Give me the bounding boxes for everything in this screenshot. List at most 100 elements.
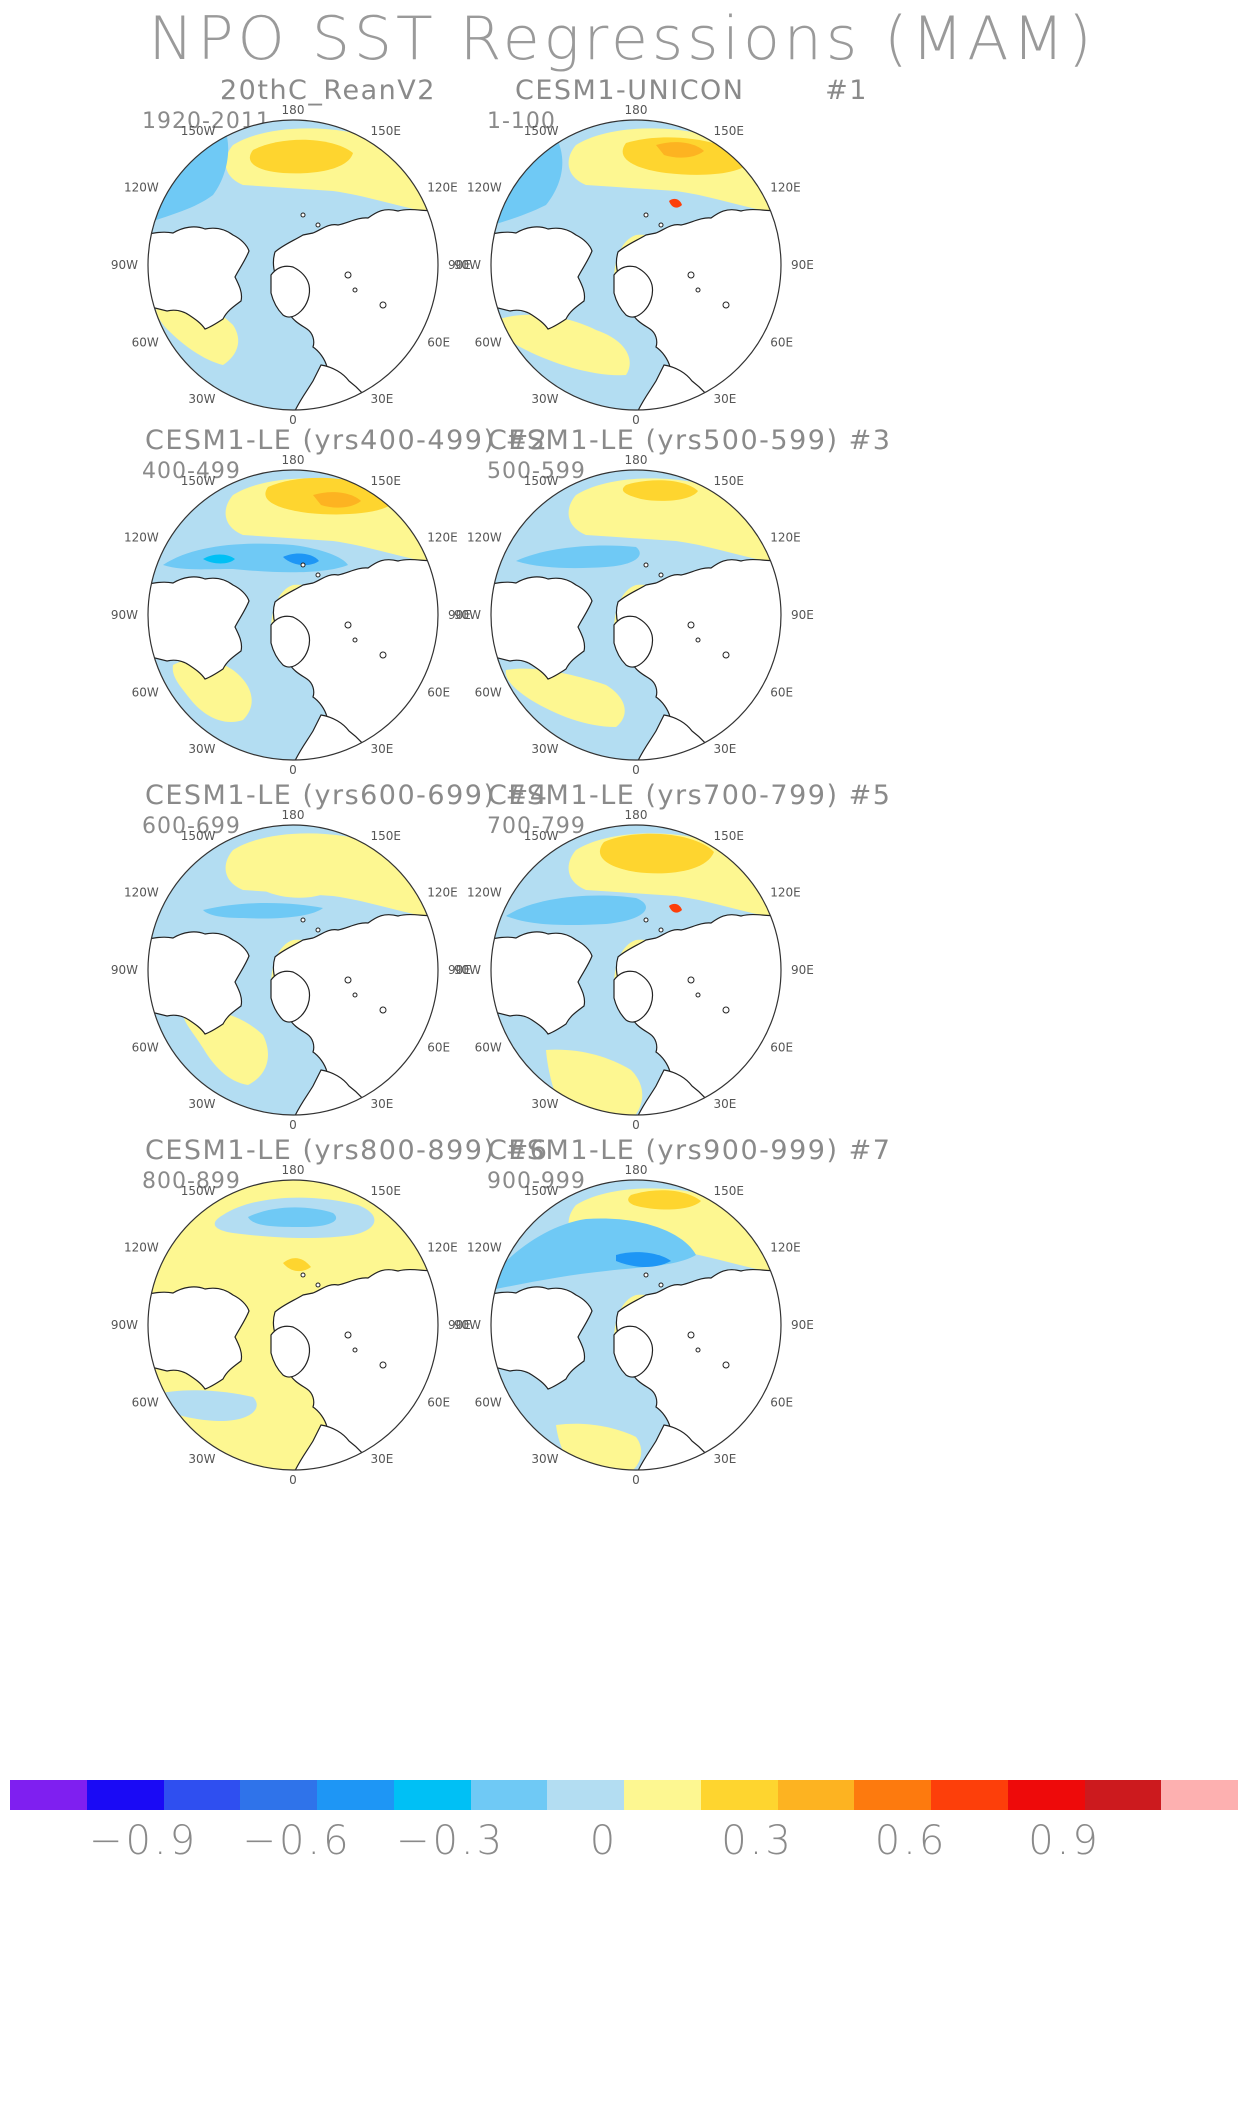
longitude-label: 0: [632, 1473, 640, 1487]
longitude-label: 90E: [791, 608, 814, 622]
colorbar-swatch: [240, 1780, 317, 1810]
panel-period: 600-699: [142, 814, 241, 839]
longitude-label: 180: [625, 453, 648, 467]
longitude-label: 30W: [188, 1097, 215, 1111]
panel-period: 800-899: [142, 1169, 241, 1194]
longitude-label: 120E: [427, 181, 458, 195]
panel-period: 1-100: [487, 109, 556, 134]
panel-title-text: CESM1-LE (yrs500-599): [488, 425, 839, 456]
longitude-label: 60W: [475, 1396, 502, 1410]
sst-field: [148, 1180, 438, 1470]
longitude-label: 150E: [371, 829, 402, 843]
panel-title-text: 20thC_ReanV2: [220, 75, 436, 106]
colorbar-tick-label: 0: [589, 1818, 619, 1864]
longitude-label: 60W: [132, 686, 159, 700]
panel-title: CESM1-LE (yrs700-799) #5: [488, 780, 891, 811]
longitude-label: 150W: [181, 474, 216, 488]
colorbar-tick-label: 0.6: [874, 1818, 948, 1864]
longitude-label: 0: [632, 413, 640, 427]
longitude-label: 120W: [467, 181, 502, 195]
longitude-label: 180: [625, 808, 648, 822]
map-border: [147, 824, 439, 1116]
longitude-label: 30W: [188, 392, 215, 406]
longitude-label: 60W: [132, 1396, 159, 1410]
longitude-label: 120E: [770, 181, 801, 195]
longitude-label: 150W: [181, 829, 216, 843]
panel-tag: #5: [838, 780, 892, 811]
longitude-label: 90W: [454, 608, 481, 622]
longitude-label: 60E: [427, 1396, 450, 1410]
longitude-label: 150E: [714, 124, 745, 138]
longitude-label: 150W: [181, 1184, 216, 1198]
longitude-label: 150E: [714, 829, 745, 843]
polar-map: 180 150E 120E 90E 60E 30E 0 30W 60W 90W 120W 150W: [111, 808, 471, 1132]
longitude-label: 30W: [531, 1452, 558, 1466]
panel-title: CESM1-LE (yrs400-499) #2: [145, 425, 548, 456]
polar-map: 180 150E 120E 90E 60E 30E 0 30W 60W 90W 120W 150W: [111, 1163, 471, 1487]
longitude-label: 120W: [467, 1241, 502, 1255]
longitude-label: 120E: [770, 531, 801, 545]
colorbar-tick-label: −0.6: [242, 1818, 352, 1864]
longitude-label: 180: [625, 1163, 648, 1177]
colorbar-swatch: [931, 1780, 1008, 1810]
polar-map: 180 150E 120E 90E 60E 30E 0 30W 60W 90W 120W 150W: [454, 103, 814, 427]
colorbar-swatch: [10, 1780, 87, 1810]
panel-title-text: CESM1-LE (yrs700-799): [488, 780, 839, 811]
longitude-label: 180: [282, 1163, 305, 1177]
longitude-label: 30E: [714, 1452, 737, 1466]
longitude-label: 30E: [371, 1452, 394, 1466]
sst-field: [148, 470, 438, 760]
colorbar-swatch: [1161, 1780, 1238, 1810]
longitude-label: 60W: [475, 1041, 502, 1055]
longitude-label: 90W: [454, 258, 481, 272]
longitude-label: 90W: [111, 1318, 138, 1332]
sst-field: [491, 470, 781, 760]
panel-title-text: CESM1-LE (yrs400-499): [145, 425, 496, 456]
longitude-label: 90W: [454, 963, 481, 977]
longitude-label: 150E: [371, 474, 402, 488]
longitude-label: 180: [282, 453, 305, 467]
longitude-label: 30W: [188, 1452, 215, 1466]
longitude-label: 90E: [791, 1318, 814, 1332]
longitude-label: 60E: [427, 1041, 450, 1055]
longitude-label: 120E: [770, 1241, 801, 1255]
map-border: [490, 824, 782, 1116]
longitude-label: 120W: [124, 886, 159, 900]
longitude-label: 60E: [770, 1396, 793, 1410]
colorbar-swatch: [777, 1780, 855, 1810]
colorbar-swatch: [86, 1780, 164, 1810]
panel-tag: #2: [495, 425, 549, 456]
longitude-label: 150W: [181, 124, 216, 138]
longitude-label: 0: [289, 1473, 297, 1487]
longitude-label: 120E: [427, 1241, 458, 1255]
panel-title: CESM1-LE (yrs600-699) #4: [145, 780, 548, 811]
longitude-label: 90E: [448, 963, 471, 977]
panel-title: 20thC_ReanV2: [220, 75, 436, 106]
longitude-label: 30E: [714, 1097, 737, 1111]
panel-period: 500-599: [487, 459, 586, 484]
longitude-label: 60W: [132, 336, 159, 350]
longitude-label: 60W: [132, 1041, 159, 1055]
panel-tag: #6: [495, 1135, 549, 1166]
map-border: [490, 1179, 782, 1471]
sst-field: [148, 825, 438, 1115]
longitude-label: 30W: [531, 392, 558, 406]
longitude-label: 30E: [714, 392, 737, 406]
longitude-label: 180: [282, 808, 305, 822]
longitude-label: 90E: [448, 258, 471, 272]
sst-field: [491, 825, 781, 1115]
panel-title: CESM1-UNICON #1: [515, 75, 868, 106]
polar-map: 180 150E 120E 90E 60E 30E 0 30W 60W 90W 120W 150W: [454, 1163, 814, 1487]
longitude-label: 30W: [531, 1097, 558, 1111]
longitude-label: 90W: [111, 963, 138, 977]
colorbar-swatch: [547, 1780, 624, 1810]
longitude-label: 150W: [524, 474, 559, 488]
longitude-label: 60W: [475, 686, 502, 700]
colorbar-tick-label: 0.9: [1028, 1818, 1101, 1864]
longitude-label: 120W: [124, 181, 159, 195]
longitude-label: 150E: [714, 1184, 745, 1198]
longitude-label: 60E: [770, 1041, 793, 1055]
longitude-label: 30W: [531, 742, 558, 756]
panel-title: CESM1-LE (yrs800-899) #6: [145, 1135, 548, 1166]
map-border: [147, 1179, 439, 1471]
